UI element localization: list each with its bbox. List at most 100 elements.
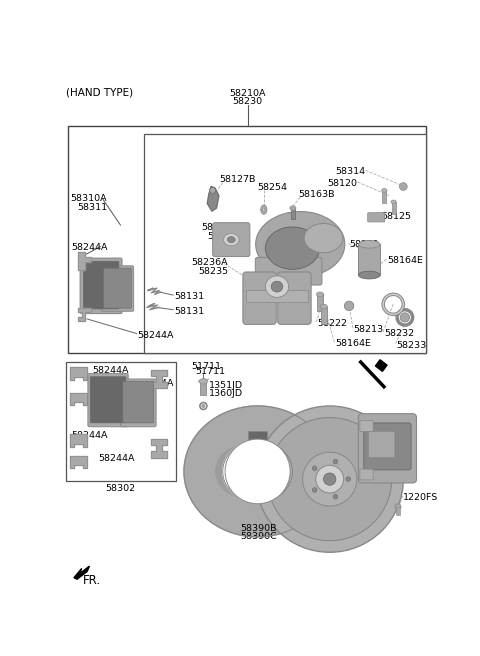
FancyBboxPatch shape	[369, 432, 395, 458]
Text: 58314: 58314	[335, 167, 365, 176]
Text: 58302: 58302	[106, 483, 135, 493]
Text: 58210A: 58210A	[229, 89, 266, 98]
Polygon shape	[78, 308, 91, 321]
Polygon shape	[152, 439, 167, 458]
FancyBboxPatch shape	[364, 423, 411, 470]
Polygon shape	[74, 566, 89, 579]
FancyBboxPatch shape	[368, 213, 385, 222]
Text: 58247: 58247	[207, 232, 237, 241]
Text: 58230: 58230	[232, 97, 263, 106]
Ellipse shape	[228, 237, 235, 243]
Bar	[321, 306, 326, 323]
Ellipse shape	[400, 313, 409, 322]
FancyBboxPatch shape	[101, 266, 133, 311]
Ellipse shape	[382, 188, 387, 192]
Bar	[392, 202, 396, 215]
Circle shape	[268, 417, 392, 541]
Ellipse shape	[321, 304, 327, 309]
Polygon shape	[78, 252, 91, 270]
Polygon shape	[70, 434, 87, 447]
Text: 58390B: 58390B	[240, 523, 276, 533]
Text: 58244A: 58244A	[93, 366, 129, 375]
FancyBboxPatch shape	[278, 272, 311, 324]
Text: 58163B: 58163B	[299, 190, 335, 199]
Text: 58390C: 58390C	[240, 532, 277, 541]
Text: 58236A: 58236A	[192, 258, 228, 267]
Text: 1360JD: 1360JD	[209, 389, 243, 398]
Ellipse shape	[359, 240, 380, 248]
Text: FR.: FR.	[83, 574, 101, 587]
Text: 58125: 58125	[382, 212, 412, 221]
Bar	[359, 244, 380, 275]
Ellipse shape	[224, 234, 239, 246]
Circle shape	[316, 465, 344, 493]
Text: 58233: 58233	[396, 340, 427, 350]
Bar	[144, 134, 426, 353]
Text: 58411D: 58411D	[308, 455, 345, 464]
Circle shape	[256, 406, 403, 552]
Circle shape	[346, 477, 350, 482]
Circle shape	[345, 301, 354, 310]
Ellipse shape	[263, 208, 265, 211]
FancyBboxPatch shape	[123, 381, 154, 423]
Bar	[68, 127, 426, 353]
Bar	[200, 381, 206, 395]
Bar	[246, 291, 308, 302]
Circle shape	[302, 452, 357, 506]
Text: 58232: 58232	[384, 329, 414, 338]
Bar	[248, 432, 267, 445]
Text: 58164E: 58164E	[335, 339, 371, 348]
Text: (HAND TYPE): (HAND TYPE)	[66, 88, 133, 98]
Text: 58131: 58131	[175, 292, 205, 301]
Text: 58244A: 58244A	[99, 455, 135, 464]
FancyBboxPatch shape	[359, 414, 417, 483]
Polygon shape	[184, 406, 331, 537]
Text: 1220FS: 1220FS	[403, 493, 439, 502]
Ellipse shape	[261, 205, 267, 215]
Bar	[66, 362, 176, 481]
Circle shape	[312, 487, 317, 492]
Ellipse shape	[256, 211, 345, 277]
FancyBboxPatch shape	[103, 268, 132, 308]
Circle shape	[312, 466, 317, 470]
Polygon shape	[184, 406, 331, 537]
Text: 58235: 58235	[198, 266, 228, 276]
FancyBboxPatch shape	[83, 261, 119, 309]
Circle shape	[399, 182, 407, 190]
FancyBboxPatch shape	[243, 272, 276, 324]
FancyBboxPatch shape	[90, 377, 126, 423]
Text: 58127B: 58127B	[219, 175, 255, 184]
Bar	[291, 208, 295, 219]
FancyBboxPatch shape	[80, 258, 122, 314]
Ellipse shape	[210, 188, 216, 194]
Polygon shape	[70, 456, 87, 468]
Text: 58310A: 58310A	[70, 194, 107, 203]
Ellipse shape	[215, 445, 277, 499]
Bar	[396, 507, 400, 514]
Text: 58254: 58254	[258, 184, 288, 192]
Circle shape	[395, 504, 401, 510]
Ellipse shape	[199, 379, 208, 384]
Polygon shape	[70, 367, 87, 380]
Ellipse shape	[316, 292, 324, 297]
Circle shape	[225, 439, 290, 504]
Polygon shape	[375, 359, 387, 371]
Text: 58120: 58120	[327, 179, 358, 188]
FancyBboxPatch shape	[360, 420, 373, 432]
Polygon shape	[70, 393, 87, 405]
Text: 58244A: 58244A	[71, 432, 108, 440]
FancyBboxPatch shape	[213, 222, 250, 256]
Text: 51711: 51711	[196, 367, 226, 376]
Circle shape	[333, 495, 338, 499]
FancyBboxPatch shape	[88, 374, 128, 427]
Ellipse shape	[202, 405, 205, 407]
Polygon shape	[152, 370, 167, 388]
FancyBboxPatch shape	[360, 469, 373, 480]
Text: 51711: 51711	[192, 362, 222, 371]
Ellipse shape	[265, 227, 320, 270]
Text: 58222: 58222	[317, 319, 348, 328]
Text: 58131: 58131	[175, 306, 205, 316]
Ellipse shape	[359, 271, 380, 279]
FancyBboxPatch shape	[255, 257, 322, 285]
Polygon shape	[207, 186, 219, 211]
